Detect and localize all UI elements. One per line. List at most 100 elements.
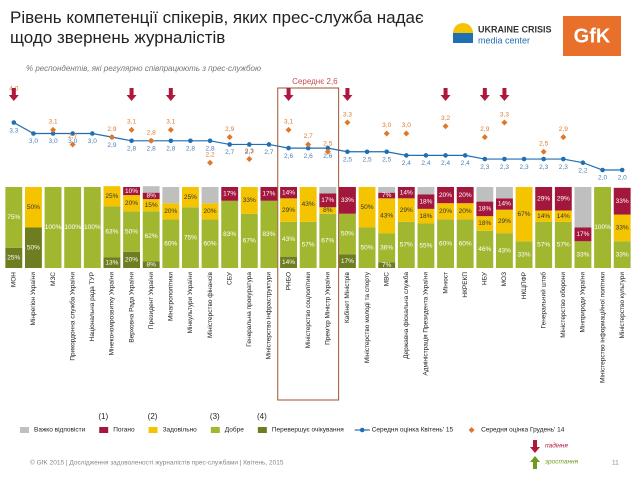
value-label: 20% xyxy=(439,208,452,215)
value-label: 17% xyxy=(341,258,354,265)
bar-segment xyxy=(358,187,376,228)
bar-segment xyxy=(280,221,298,257)
value-label: 67% xyxy=(518,211,531,218)
bar-segment xyxy=(319,193,337,208)
legend-swatch xyxy=(468,427,475,433)
value-label: 18% xyxy=(419,198,432,205)
average-box xyxy=(277,87,340,401)
value-label: 60% xyxy=(459,240,472,247)
bar-segment xyxy=(417,223,435,268)
value-label: 2,3 xyxy=(520,164,529,171)
x-tick-label: Мінюст xyxy=(441,272,449,294)
value-label: 18% xyxy=(478,206,491,213)
legend-swatch xyxy=(257,427,267,433)
bar-segment xyxy=(417,208,435,224)
value-label: 43% xyxy=(302,201,315,208)
value-label: 2,6 xyxy=(323,153,332,160)
x-tick-label: Мінекономрозвитку України xyxy=(108,272,116,356)
x-tick-label: Міністерство молоді та спорту xyxy=(363,271,371,363)
value-label: 17% xyxy=(262,191,275,198)
value-label: 43% xyxy=(498,247,511,254)
value-label: 2,0 xyxy=(618,175,627,182)
value-label: 50% xyxy=(341,231,354,238)
x-tick-label: Міністерство інфраструктури xyxy=(265,272,273,360)
line-point xyxy=(11,120,17,125)
value-label: 36% xyxy=(380,244,393,251)
bar-segment xyxy=(280,256,298,268)
bar-segment xyxy=(456,219,474,268)
value-label: 3,1 xyxy=(127,119,136,126)
value-label: 3,3 xyxy=(343,111,352,118)
value-label: 60% xyxy=(439,240,452,247)
value-label: 29% xyxy=(498,218,511,225)
value-label: 20% xyxy=(125,200,138,207)
bar-segment xyxy=(495,187,513,199)
line-point xyxy=(619,167,625,173)
diamond-point xyxy=(108,134,115,141)
x-tick-label: Мінрегіон України xyxy=(29,272,37,326)
bar-segment xyxy=(319,213,337,268)
bar-segment xyxy=(378,262,396,268)
bar-segment xyxy=(437,203,455,220)
bar-segment xyxy=(280,198,298,222)
value-label: 50% xyxy=(27,244,40,251)
value-label: 20% xyxy=(204,208,217,215)
x-tick-label: Міністерство культури xyxy=(618,272,626,339)
value-label: 17% xyxy=(321,197,334,204)
diamond-point xyxy=(403,130,410,137)
trend-arrow xyxy=(342,88,353,101)
value-label: 15% xyxy=(145,202,158,209)
bar-segment xyxy=(378,198,396,234)
line-point xyxy=(325,145,331,151)
bar-segment xyxy=(103,186,121,207)
value-label: 20% xyxy=(459,208,472,215)
x-tick-label: НКРЕКП xyxy=(462,272,469,298)
x-tick-label: Міністерство інформаційної політики xyxy=(598,272,606,383)
value-label: 2,3 xyxy=(539,164,548,171)
line-point xyxy=(247,142,252,147)
x-tick-label: МОЗ xyxy=(501,272,508,286)
value-label: 3,3 xyxy=(500,111,509,118)
x-tick-label: Міністерство фінансів xyxy=(206,271,214,338)
legend-swatch xyxy=(99,427,109,433)
bar-segment xyxy=(162,219,180,268)
value-label: 100% xyxy=(594,224,611,231)
value-label: 2,5 xyxy=(382,156,391,163)
x-tick-label: МВС xyxy=(383,272,390,287)
line-point xyxy=(482,156,488,162)
line-point xyxy=(443,153,448,158)
value-label: 29% xyxy=(400,207,413,214)
bar-segment xyxy=(613,187,631,215)
value-label: 14% xyxy=(537,213,550,220)
bar-segment xyxy=(456,187,474,204)
value-label: 2,9 xyxy=(480,126,489,133)
x-tick-label: Прем'єр Міністр України xyxy=(324,272,332,345)
line-point xyxy=(345,149,350,155)
x-tick-label: Національна рада ТУР xyxy=(88,272,96,341)
bar-segment xyxy=(338,187,356,214)
line-point xyxy=(502,156,507,162)
bar-segment xyxy=(142,192,160,200)
value-label: 29% xyxy=(282,207,295,214)
value-label: 50% xyxy=(27,204,40,211)
legend-note: (4) xyxy=(257,412,267,421)
legend-swatch xyxy=(148,427,158,433)
value-label: 57% xyxy=(537,242,550,249)
line-point xyxy=(580,160,586,165)
bar-segment xyxy=(535,221,553,268)
legend-label: Добре xyxy=(225,426,244,434)
bar-segment xyxy=(535,210,553,222)
value-label: 3,1 xyxy=(49,119,58,126)
x-tick-label: Генеральна прокуратура xyxy=(246,272,253,347)
line-point xyxy=(404,153,409,158)
diamond-point xyxy=(442,123,449,130)
value-label: 2,9 xyxy=(107,142,116,149)
value-label: 2,8 xyxy=(147,146,156,153)
bar-segment xyxy=(554,210,572,222)
bar-segment xyxy=(24,187,42,228)
value-label: 3,1 xyxy=(166,119,175,126)
line-point xyxy=(129,138,134,144)
line-point xyxy=(364,149,370,155)
value-label: 2,3 xyxy=(480,164,489,171)
legend-swatch xyxy=(359,427,365,433)
